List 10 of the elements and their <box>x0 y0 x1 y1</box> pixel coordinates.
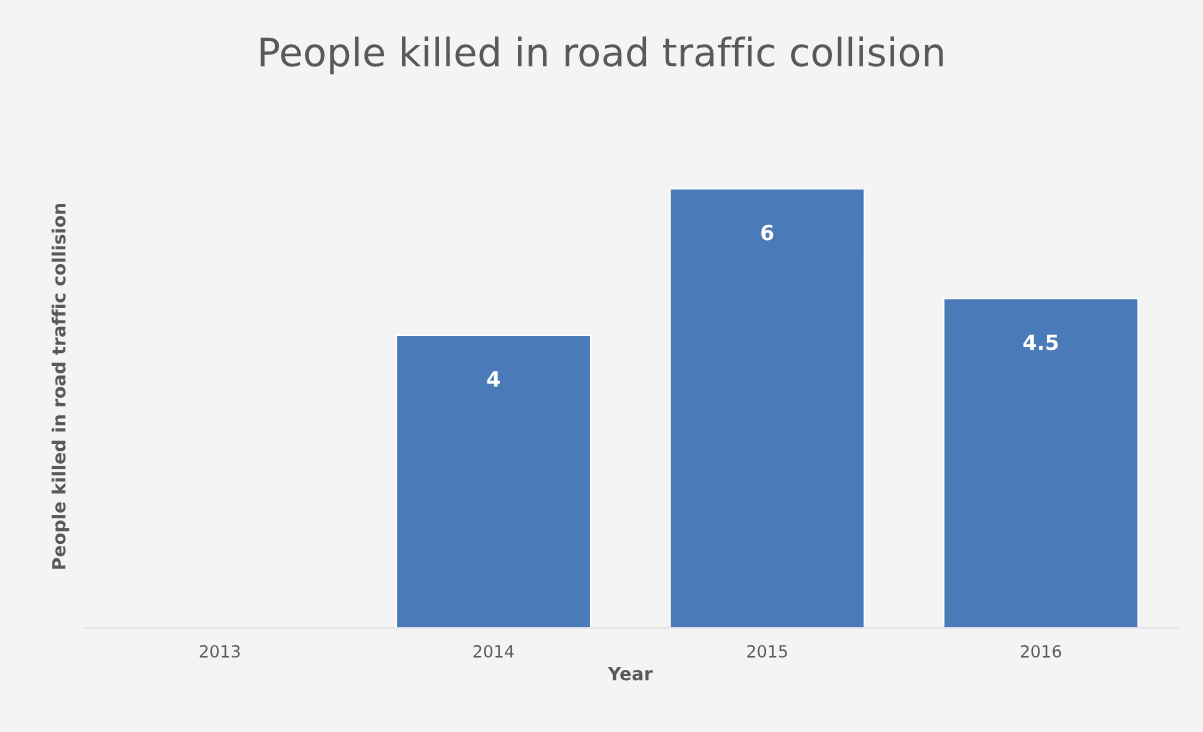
chart-title: People killed in road traffic collision <box>260 36 943 75</box>
y-axis-title: People killed in road traffic collision <box>51 203 70 569</box>
data-label: 4 <box>487 371 500 387</box>
x-tick-label: 2015 <box>747 645 787 658</box>
x-tick-label: 2016 <box>1020 645 1062 658</box>
data-label: 6 <box>761 224 774 241</box>
data-label: 4.5 <box>1023 334 1058 351</box>
x-tick-label: 2013 <box>199 645 240 658</box>
x-axis-title: Year <box>607 666 653 681</box>
x-tick-label: 2014 <box>473 645 514 658</box>
